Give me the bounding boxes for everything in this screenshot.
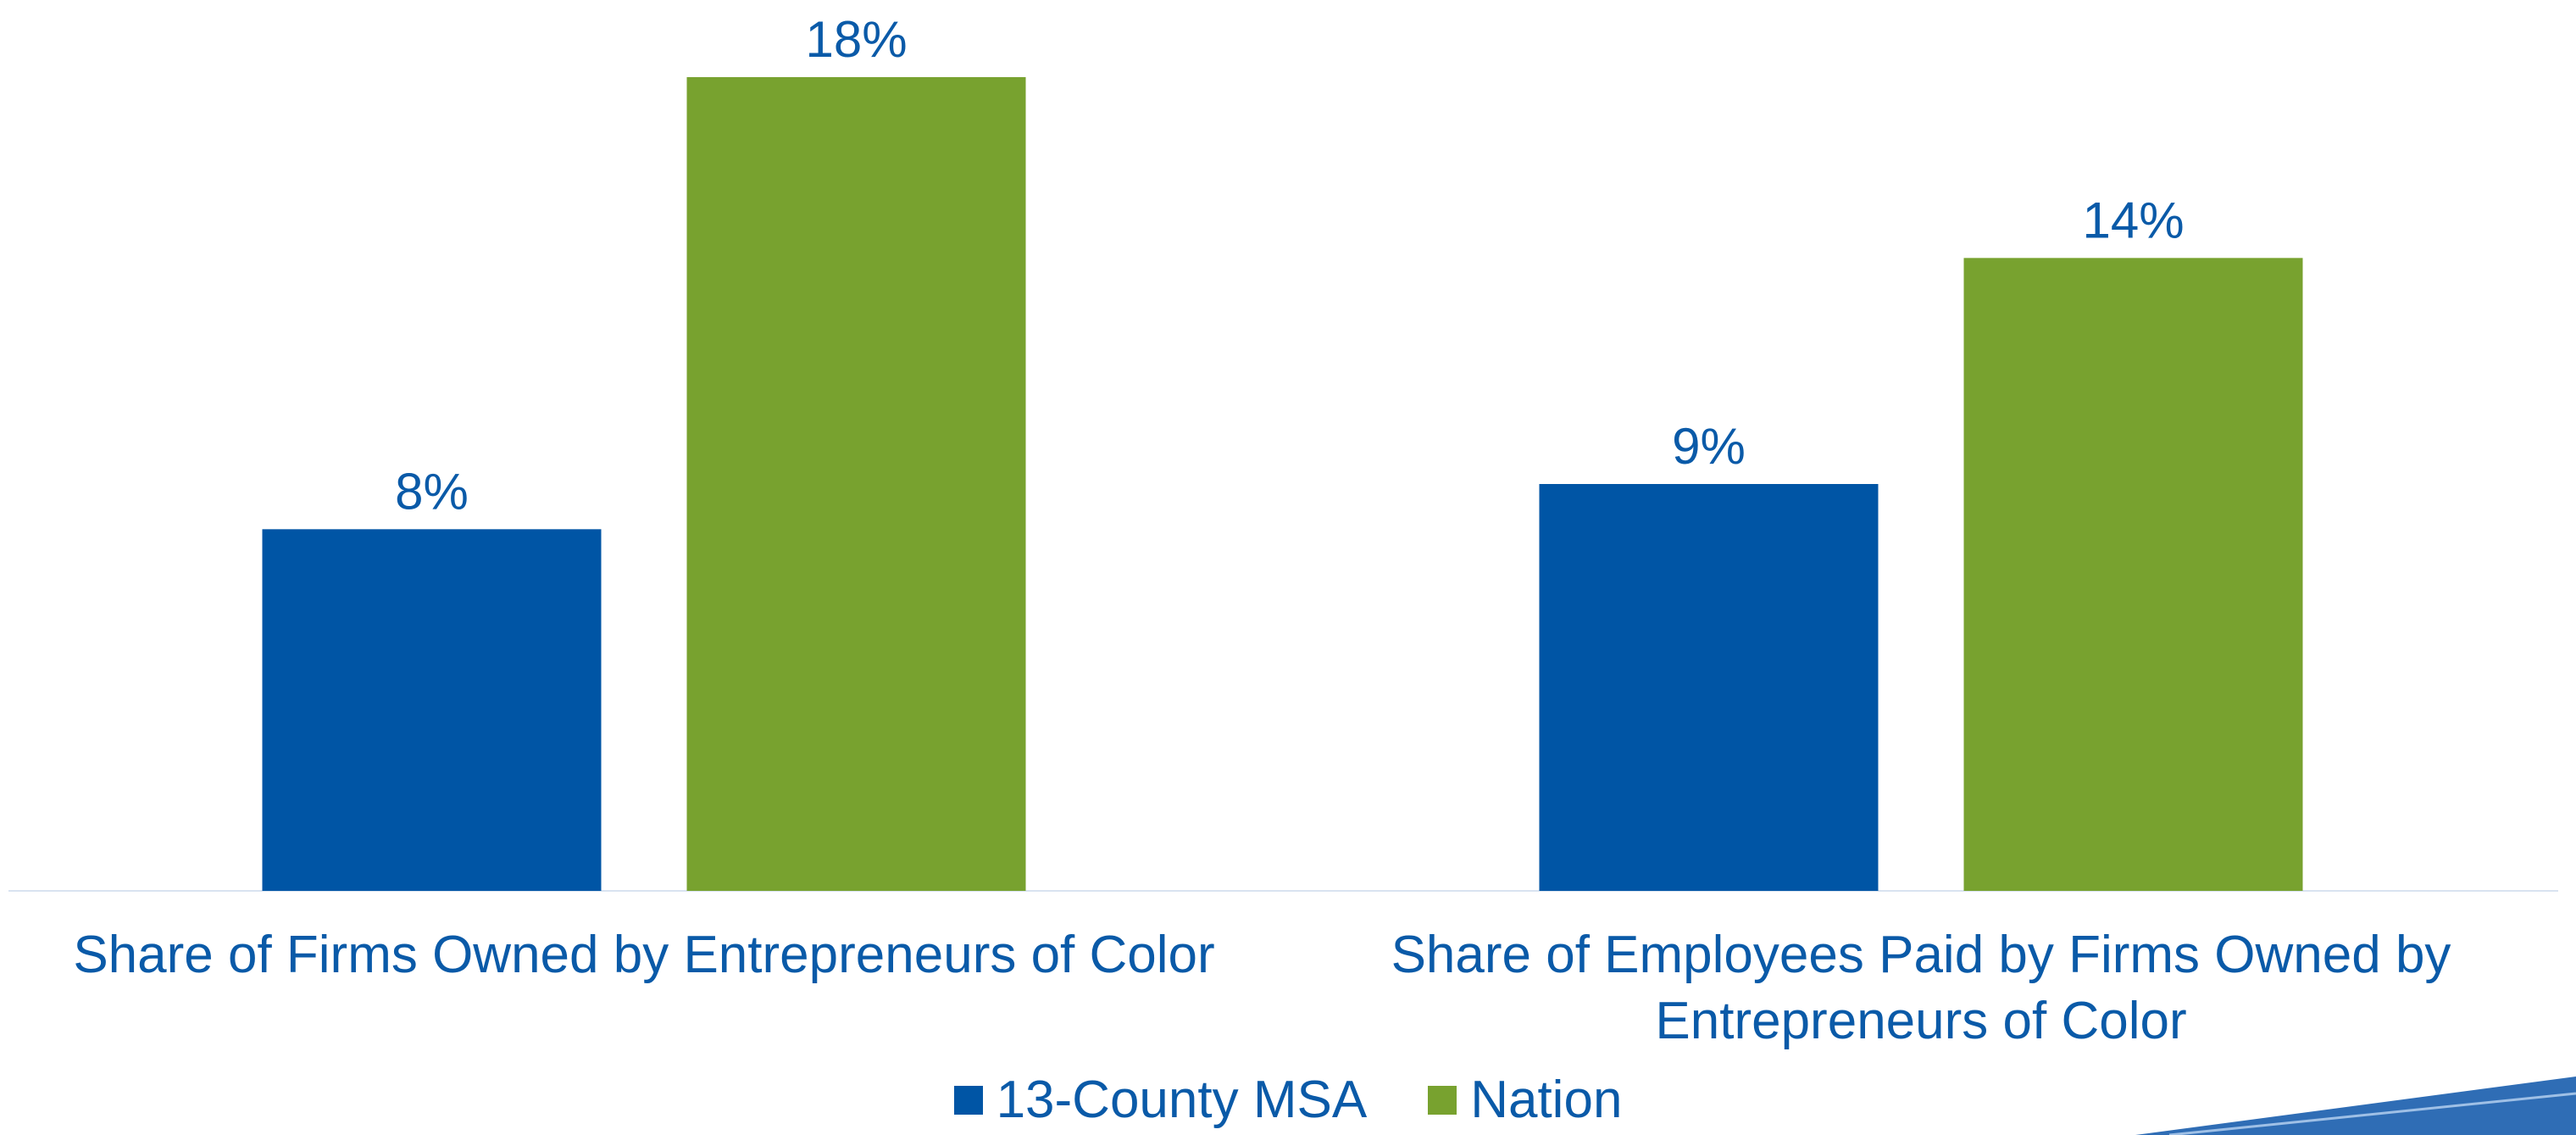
legend-swatch	[953, 1085, 983, 1115]
legend-item: Nation	[1428, 1070, 1622, 1130]
x-tick-label: Share of Employees Paid by Firms Owned b…	[1391, 926, 2451, 1050]
legend-label: 13-County MSA	[996, 1071, 1368, 1129]
decoration	[2135, 1077, 2576, 1135]
data-label: 9%	[1672, 418, 1746, 475]
legend-label: Nation	[1470, 1071, 1623, 1129]
legend-swatch	[1428, 1085, 1457, 1115]
bar	[1539, 484, 1879, 891]
x-tick-label: Share of Firms Owned by Entrepreneurs of…	[73, 926, 1215, 984]
data-label: 18%	[805, 11, 907, 68]
data-label: 8%	[395, 463, 469, 520]
bar	[686, 77, 1026, 891]
bar	[262, 529, 602, 891]
data-label: 14%	[2082, 192, 2184, 248]
decoration	[2168, 1092, 2576, 1135]
legend: 13-County MSA Nation	[0, 1070, 2576, 1130]
bar	[1963, 258, 2303, 891]
legend-item: 13-County MSA	[953, 1070, 1368, 1130]
